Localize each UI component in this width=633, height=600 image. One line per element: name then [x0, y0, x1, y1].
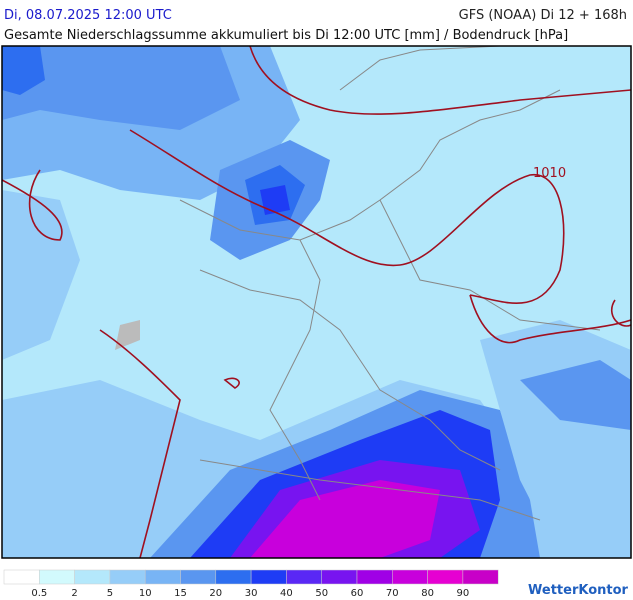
legend-label: 70	[386, 588, 399, 599]
legend-swatch	[427, 569, 464, 585]
legend-label: 20	[209, 588, 222, 599]
terrain-gap	[115, 320, 140, 350]
precip-area	[2, 46, 240, 130]
legend-swatch	[74, 569, 111, 585]
brand: WetterKontor	[528, 583, 629, 598]
legend-label: 30	[245, 588, 258, 599]
legend-swatch	[356, 569, 393, 585]
isobar-label: 1010	[533, 166, 566, 181]
legend-swatch	[462, 569, 499, 585]
legend-swatch	[109, 569, 146, 585]
borders	[179, 46, 601, 521]
legend-label: 90	[457, 588, 470, 599]
legend-swatch	[321, 569, 358, 585]
header-subtitle: Gesamte Niederschlagssumme akkumuliert b…	[4, 28, 568, 43]
header-datetime: Di, 08.07.2025 12:00 UTC	[4, 8, 172, 23]
precip-area	[2, 46, 45, 95]
isobars	[2, 46, 631, 558]
precip-area	[250, 480, 440, 558]
precip-area	[260, 185, 290, 215]
legend-swatch	[3, 569, 40, 585]
legend-swatch	[286, 569, 322, 585]
legend-swatch	[39, 569, 75, 585]
legend-label: 50	[315, 588, 328, 599]
legend-label: 15	[174, 588, 187, 599]
legend-swatch	[144, 569, 181, 585]
legend: 0.5 2 5 10 15 20 30 40 50 60 70 80 90	[3, 569, 499, 599]
legend-swatch	[215, 569, 252, 585]
legend-label: 10	[139, 588, 152, 599]
legend-label: 2	[71, 588, 77, 599]
legend-swatch	[392, 569, 428, 585]
legend-label: 5	[107, 588, 113, 599]
precip-area	[2, 190, 80, 360]
map: 1010	[1, 45, 632, 559]
precip-area	[520, 360, 631, 430]
legend-label: 80	[421, 588, 434, 599]
legend-label: 60	[351, 588, 364, 599]
legend-label: 40	[280, 588, 293, 599]
map-frame	[1, 45, 632, 559]
header-model: GFS (NOAA) Di 12 + 168h	[459, 8, 627, 23]
legend-swatch	[180, 569, 217, 585]
legend-label: 0.5	[31, 588, 47, 599]
legend-swatch	[250, 569, 287, 585]
